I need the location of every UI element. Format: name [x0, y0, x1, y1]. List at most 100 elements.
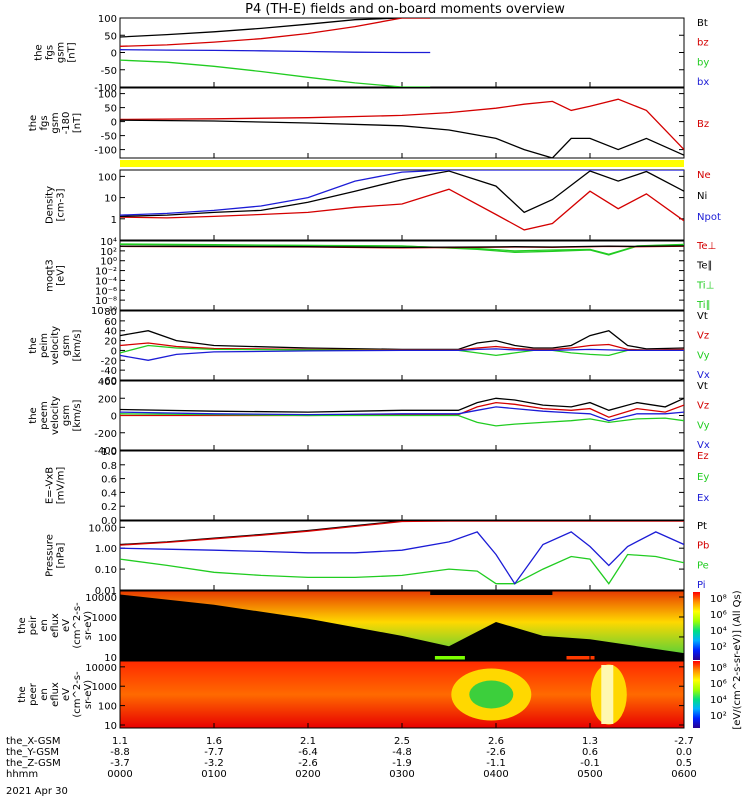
- y-tick-label: -60: [101, 376, 117, 387]
- y-tick-label: 10⁻⁴: [95, 276, 117, 287]
- y-tick-label: 20: [104, 337, 117, 348]
- y-axis-label: gsm: [56, 42, 67, 63]
- colorbar-label: 10²: [710, 642, 727, 653]
- y-tick-label: 100: [98, 702, 117, 713]
- colorbar-label: 10⁶: [710, 679, 727, 690]
- bottom-row-value: 1.6: [206, 736, 222, 747]
- legend-entry: Ti∥: [696, 300, 711, 311]
- y-tick-label: 50: [104, 31, 117, 42]
- series-Te∥: [120, 245, 684, 249]
- y-axis-label: gsm: [61, 335, 72, 356]
- y-tick-label: 1000: [92, 682, 117, 693]
- panel-frame: [119, 87, 685, 159]
- y-tick-label: 400: [98, 377, 117, 388]
- bottom-row-value: 0200: [295, 769, 320, 780]
- y-axis-label: -180: [61, 112, 72, 135]
- bottom-row-value: 0500: [577, 769, 602, 780]
- bottom-row-value: -2.6: [486, 747, 506, 758]
- y-axis-label: the: [28, 115, 39, 131]
- y-tick-label: 0: [111, 49, 117, 60]
- legend-entry: Te⊥: [696, 241, 716, 252]
- legend-entry: Bt: [697, 18, 708, 29]
- y-axis-label: (cm^2-s-: [72, 602, 83, 649]
- y-tick-label: 40: [104, 327, 117, 338]
- series-Vt: [120, 329, 684, 351]
- series-Pi: [120, 531, 684, 585]
- legend-entry: Vt: [697, 381, 708, 392]
- legend-entry: Vy: [697, 420, 710, 431]
- y-tick-label: 0: [111, 412, 117, 423]
- colorbar-label: 10⁸: [710, 663, 727, 674]
- heatmap-blob: [469, 680, 514, 709]
- bottom-row-value: 0.6: [582, 747, 598, 758]
- y-tick-label: 0.4: [101, 488, 117, 499]
- y-axis-label: eV: [61, 619, 72, 632]
- bottom-row-value: 0.0: [676, 747, 692, 758]
- y-axis-label: moqt3: [45, 259, 56, 292]
- y-tick-label: 0: [111, 346, 117, 357]
- y-tick-label: 0.6: [101, 475, 117, 486]
- panel-frame: [119, 169, 685, 241]
- series-Bt: [120, 119, 684, 158]
- y-tick-label: 80: [104, 307, 117, 318]
- y-axis-label: en: [39, 688, 50, 701]
- series-bx: [120, 49, 431, 54]
- y-axis-label: the: [34, 44, 45, 60]
- bottom-row-value: -3.2: [204, 758, 224, 769]
- series-Vz: [120, 342, 684, 351]
- y-axis-label: peem: [39, 401, 50, 429]
- legend-entry: Te∥: [696, 261, 713, 272]
- series-by: [120, 59, 431, 87]
- y-axis-label: en: [39, 619, 50, 632]
- panel-pressure: 10.00 1.00 0.10 0.01 Pressure [nPa] Pt Pb Pe Pi: [45, 520, 709, 597]
- y-axis-label: peir: [28, 615, 39, 635]
- bottom-row-value: 0400: [483, 769, 508, 780]
- panel-peem_velocity: 400 200 0 -200 -400 the peem velocity gsm [km/s] V…: [28, 377, 710, 457]
- legend-entry: Ni: [697, 191, 707, 202]
- y-tick-label: -50: [101, 66, 117, 77]
- y-axis-label: peer: [28, 682, 39, 706]
- series-Npot: [120, 170, 684, 216]
- y-axis-label: velocity: [50, 396, 61, 435]
- heatmap-field: [120, 661, 684, 728]
- y-axis-label: peim: [39, 333, 50, 358]
- bottom-row-name: the_Y-GSM: [6, 747, 59, 758]
- y-tick-label: 10⁻⁶: [95, 286, 117, 297]
- series-Pt: [120, 521, 684, 546]
- y-tick-label: 100: [98, 172, 117, 183]
- series-bz: [120, 18, 431, 47]
- y-axis-label: the: [28, 337, 39, 353]
- bottom-row-name: hhmm: [6, 769, 38, 780]
- heatmap-burst: [434, 656, 465, 660]
- series-Vt: [120, 397, 684, 413]
- y-tick-label: 10⁻¹⁰: [91, 306, 117, 317]
- series-Pb: [120, 521, 684, 546]
- y-axis-label: [nT]: [72, 113, 83, 133]
- y-axis-label: sr-eV): [83, 680, 94, 709]
- bottom-row-value: 2.1: [300, 736, 316, 747]
- bottom-row-value: -3.7: [110, 758, 130, 769]
- y-tick-label: -40: [101, 366, 117, 377]
- legend-entry: Ey: [697, 472, 709, 483]
- panel-density: 100 10 1 Density [cm-3] Ne Ni Npot: [45, 169, 721, 241]
- legend-entry: Ti⊥: [696, 280, 714, 291]
- y-axis-label: the: [28, 407, 39, 423]
- heatmap-burst: [566, 656, 595, 660]
- bottom-row-value: -0.1: [580, 758, 600, 769]
- legend-entry: Ne: [697, 170, 711, 181]
- legend-entry: Vt: [697, 311, 708, 322]
- y-tick-label: 10: [104, 721, 117, 732]
- bottom-row-value: 0300: [389, 769, 414, 780]
- bottom-row-value: -8.8: [110, 747, 130, 758]
- y-tick-label: 60: [104, 317, 117, 328]
- heatmap-gap: [430, 591, 553, 595]
- y-axis-label: [km/s]: [72, 329, 83, 361]
- y-axis-label: gsm: [61, 405, 72, 426]
- legend-entry: Vz: [697, 401, 709, 412]
- colorbar-scale: [693, 661, 700, 728]
- bottom-row-value: 0.5: [676, 758, 692, 769]
- bottom-row-value: -4.8: [392, 747, 412, 758]
- y-axis-label: [nT]: [67, 42, 78, 62]
